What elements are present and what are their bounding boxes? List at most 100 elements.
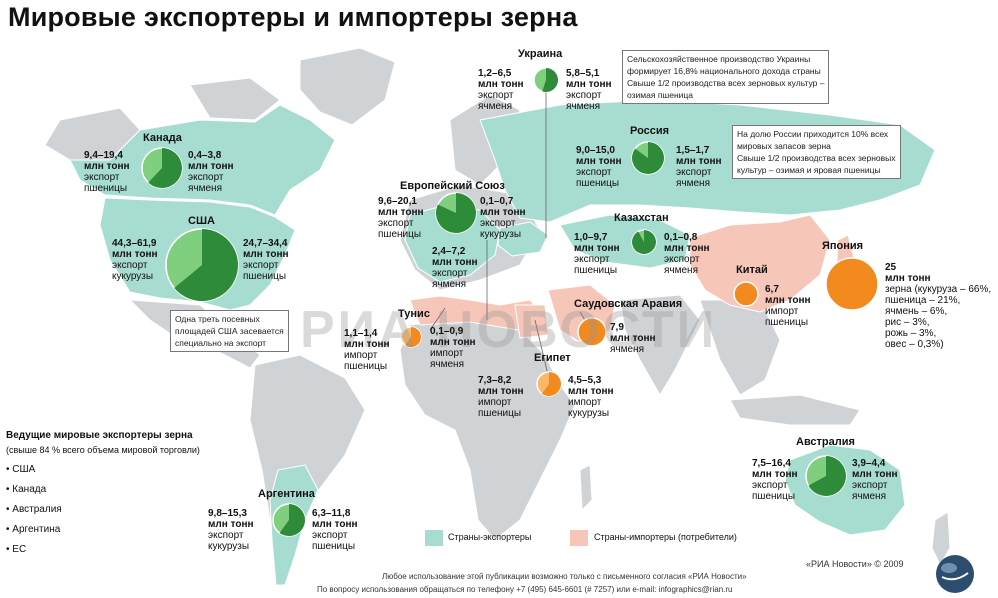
leader-lines	[429, 92, 593, 376]
russia-right-label: 1,5–1,7 млн тонн экспорт ячменя	[676, 145, 722, 189]
kazakhstan-pie-slice	[631, 230, 656, 254]
ukraine-note-line3: Свыше 1/2 производства всех зерновых кул…	[627, 78, 825, 88]
australia-right-value: 3,9–4,4	[852, 458, 886, 469]
tunisia-left-l2: пшеницы	[344, 361, 388, 372]
australia-name: Австралия	[796, 436, 855, 448]
argentina-right-unit: млн тонн	[312, 519, 358, 530]
canada-right-unit: млн тонн	[188, 161, 234, 172]
usa-right-l1: экспорт	[243, 260, 279, 271]
kazakhstan-region	[559, 214, 691, 269]
pie-layer	[141, 67, 879, 537]
canada-right-l2: ячменя	[188, 183, 222, 194]
eu-left-value: 9,6–20,1	[378, 196, 417, 207]
usa-note-line1: Одна треть посевных	[175, 314, 260, 324]
argentina-name: Аргентина	[258, 488, 315, 500]
usa-left-l2: кукурузы	[112, 271, 154, 282]
exporters-list-item-2: Канада	[12, 484, 47, 495]
egypt-left-l1: импорт	[478, 397, 512, 408]
usa-right-value: 24,7–34,4	[243, 238, 288, 249]
ukraine-right-label: 5,8–5,1 млн тонн экспорт ячменя	[566, 68, 612, 112]
japan-line5: рожь – 3%,	[885, 328, 937, 339]
legend-importers-swatch	[570, 530, 588, 546]
africa-shape	[399, 317, 576, 541]
kazakhstan-left-l1: экспорт	[574, 254, 610, 265]
tunisia-right-l1: импорт	[430, 348, 464, 359]
argentina-left-l2: кукурузы	[208, 541, 250, 552]
exporters-list-title: Ведущие мировые экспортеры зерна	[6, 430, 193, 441]
usa-left-l1: экспорт	[112, 260, 148, 271]
eu-left-unit: млн тонн	[378, 207, 424, 218]
egypt-right-l2: кукурузы	[568, 408, 610, 419]
eu-left-label: 9,6–20,1 млн тонн экспорт пшеницы	[378, 196, 424, 240]
egypt-pie-slice	[541, 372, 562, 396]
ukraine-left-value: 1,2–6,5	[478, 68, 512, 79]
usa-left-label: 44,3–61,9 млн тонн экспорт кукурузы	[112, 238, 158, 282]
tunisia-right-label: 0,1–0,9 млн тонн импорт ячменя	[430, 326, 476, 370]
japan-line1: зерна (кукуруза – 66%,	[885, 284, 992, 295]
exporters-list-subtitle: (свыше 84 % всего объема мировой торговл…	[6, 445, 200, 455]
egypt-left-value: 7,3–8,2	[478, 375, 512, 386]
eu-right-value: 0,1–0,7	[480, 196, 514, 207]
ukraine-right-unit: млн тонн	[566, 79, 612, 90]
japan-line4: рис – 3%,	[885, 317, 930, 328]
eu-left-l1: экспорт	[378, 218, 414, 229]
ukraine-left-l1: экспорт	[478, 90, 514, 101]
eu-bottom-l2: ячменя	[432, 279, 466, 290]
russia-note: На долю России приходится 10% всех миров…	[732, 125, 901, 179]
australia-left-l2: пшеницы	[752, 491, 796, 502]
argentina-left-value: 9,8–15,3	[208, 508, 247, 519]
canada-right-l1: экспорт	[188, 172, 224, 183]
exporters-list-item-4: Аргентина	[12, 524, 61, 535]
china-right-value: 6,7	[765, 284, 779, 295]
canada-pie-slice	[148, 148, 182, 188]
egypt-left-l2: пшеницы	[478, 408, 522, 419]
kazakhstan-right-value: 0,1–0,8	[664, 232, 698, 243]
china-right-label: 6,7 млн тонн импорт пшеницы	[765, 284, 811, 328]
watermark: РИА НОВОСТИ	[300, 301, 718, 359]
china-right-l1: импорт	[765, 306, 799, 317]
usa-note: Одна треть посевных площадей США засевае…	[170, 310, 289, 352]
canada-left-unit: млн тонн	[84, 161, 130, 172]
russia-name: Россия	[630, 125, 670, 137]
australia-left-label: 7,5–16,4 млн тонн экспорт пшеницы	[752, 458, 798, 502]
kazakhstan-right-l1: экспорт	[664, 254, 700, 265]
japan-unit: млн тонн	[885, 273, 931, 284]
australia-left-value: 7,5–16,4	[752, 458, 791, 469]
russia-right-unit: млн тонн	[676, 156, 722, 167]
egypt-leader	[534, 319, 549, 376]
tunisia-right-value: 0,1–0,9	[430, 326, 464, 337]
eu-right-label: 0,1–0,7 млн тонн экспорт кукурузы	[480, 196, 526, 240]
exporters-list-item-1: США	[12, 464, 36, 475]
exporters-list-item-5: ЕС	[12, 544, 27, 555]
ukraine-note-line1: Сельскохозяйственное производство Украин…	[627, 54, 811, 64]
usa-right-unit: млн тонн	[243, 249, 289, 260]
ukraine-note: Сельскохозяйственное производство Украин…	[622, 50, 830, 104]
eu-name: Европейский Союз	[400, 180, 505, 192]
exporters-list-item: • Австралия	[6, 504, 62, 515]
eu-bottom-l1: экспорт	[432, 268, 468, 279]
exporters-list-item: • Канада	[6, 484, 47, 495]
legend-exporters-label: Страны-экспортеры	[448, 532, 532, 542]
china-region	[689, 214, 831, 313]
canada-name: Канада	[143, 132, 182, 144]
exporters-list-item: • США	[6, 464, 36, 475]
china-right-l2: пшеницы	[765, 317, 809, 328]
japan-line6: овес – 0,3%)	[885, 339, 944, 350]
legend-exporters-swatch	[425, 530, 443, 546]
egypt-right-value: 4,5–5,3	[568, 375, 602, 386]
saudi-right-label: 7,9 млн тонн ячменя	[610, 322, 656, 355]
legend-importers-label: Страны-импортеры (потребители)	[594, 532, 737, 542]
tunisia-name: Тунис	[398, 308, 430, 320]
eu-right-l1: экспорт	[480, 218, 516, 229]
tunisia-right-l2: ячменя	[430, 359, 464, 370]
argentina-right-label: 6,3–11,8 млн тонн экспорт пшеницы	[312, 508, 358, 552]
new-zealand-shape	[931, 511, 951, 567]
canada-left-l1: экспорт	[84, 172, 120, 183]
kazakhstan-right-l2: ячменя	[664, 265, 698, 276]
eu-left-l2: пшеницы	[378, 229, 422, 240]
australia-left-l1: экспорт	[752, 480, 788, 491]
saudi-pie-base	[577, 317, 607, 347]
australia-pie-slice	[808, 456, 847, 496]
